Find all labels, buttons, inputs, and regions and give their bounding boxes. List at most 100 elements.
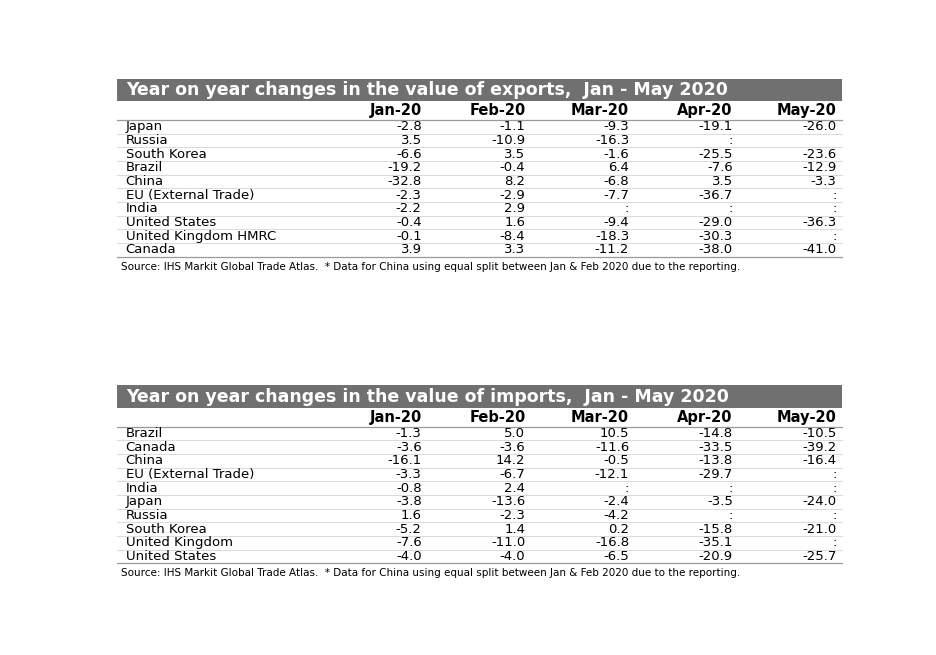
Text: EU (External Trade): EU (External Trade): [125, 189, 254, 202]
Text: Source: IHS Markit Global Trade Atlas.  * Data for China using equal split betwe: Source: IHS Markit Global Trade Atlas. *…: [121, 568, 739, 578]
Text: Russia: Russia: [125, 509, 168, 522]
Text: Russia: Russia: [125, 134, 168, 147]
Text: -1.1: -1.1: [500, 121, 525, 134]
Text: -0.5: -0.5: [604, 455, 629, 467]
Text: -19.1: -19.1: [698, 121, 733, 134]
Text: :: :: [728, 481, 733, 495]
Text: -38.0: -38.0: [699, 243, 733, 256]
Bar: [117, 79, 842, 102]
Text: -23.6: -23.6: [802, 148, 837, 160]
Text: -16.8: -16.8: [595, 536, 629, 549]
Text: Source: IHS Markit Global Trade Atlas.  * Data for China using equal split betwe: Source: IHS Markit Global Trade Atlas. *…: [121, 261, 739, 272]
Text: 1.6: 1.6: [401, 509, 421, 522]
Text: 3.5: 3.5: [711, 175, 733, 188]
Text: -2.3: -2.3: [396, 189, 421, 202]
Text: -10.9: -10.9: [491, 134, 525, 147]
Text: -2.2: -2.2: [396, 202, 421, 215]
Text: 3.3: 3.3: [505, 243, 525, 256]
Text: :: :: [832, 481, 837, 495]
Text: United States: United States: [125, 550, 216, 563]
Text: Brazil: Brazil: [125, 427, 163, 440]
Text: :: :: [832, 468, 837, 481]
Text: -0.8: -0.8: [396, 481, 421, 495]
Text: -2.4: -2.4: [604, 495, 629, 508]
Text: -13.8: -13.8: [698, 455, 733, 467]
Text: -10.5: -10.5: [802, 427, 837, 440]
Text: Canada: Canada: [125, 441, 176, 454]
Text: -32.8: -32.8: [388, 175, 421, 188]
Text: :: :: [832, 202, 837, 215]
Text: -1.3: -1.3: [396, 427, 421, 440]
Text: -26.0: -26.0: [802, 121, 837, 134]
Text: -39.2: -39.2: [802, 441, 837, 454]
Text: -6.5: -6.5: [604, 550, 629, 563]
Text: -11.6: -11.6: [595, 441, 629, 454]
Text: Apr-20: Apr-20: [678, 103, 733, 119]
Text: Feb-20: Feb-20: [469, 410, 525, 425]
Text: :: :: [624, 202, 629, 215]
Text: -33.5: -33.5: [698, 441, 733, 454]
Text: -7.7: -7.7: [604, 189, 629, 202]
Text: -8.4: -8.4: [500, 230, 525, 242]
Text: 2.4: 2.4: [505, 481, 525, 495]
Text: United States: United States: [125, 216, 216, 229]
Text: Jan-20: Jan-20: [370, 103, 421, 119]
Text: -6.7: -6.7: [500, 468, 525, 481]
Text: -7.6: -7.6: [707, 161, 733, 174]
Text: -20.9: -20.9: [699, 550, 733, 563]
Text: United Kingdom HMRC: United Kingdom HMRC: [125, 230, 276, 242]
Text: -21.0: -21.0: [802, 523, 837, 536]
Text: United Kingdom: United Kingdom: [125, 536, 233, 549]
Text: May-20: May-20: [777, 103, 837, 119]
Text: 5.0: 5.0: [505, 427, 525, 440]
Text: EU (External Trade): EU (External Trade): [125, 468, 254, 481]
Text: -3.6: -3.6: [396, 441, 421, 454]
Text: :: :: [728, 202, 733, 215]
Text: -35.1: -35.1: [698, 536, 733, 549]
Text: -0.4: -0.4: [500, 161, 525, 174]
Text: Mar-20: Mar-20: [571, 410, 629, 425]
Text: India: India: [125, 202, 158, 215]
Text: 3.5: 3.5: [505, 148, 525, 160]
Text: -2.8: -2.8: [396, 121, 421, 134]
Text: Japan: Japan: [125, 495, 163, 508]
Text: -24.0: -24.0: [802, 495, 837, 508]
Text: -4.0: -4.0: [500, 550, 525, 563]
Text: Canada: Canada: [125, 243, 176, 256]
Text: Year on year changes in the value of exports,  Jan - May 2020: Year on year changes in the value of exp…: [125, 81, 727, 99]
Text: -16.1: -16.1: [388, 455, 421, 467]
Text: -12.1: -12.1: [594, 468, 629, 481]
Text: 0.2: 0.2: [608, 523, 629, 536]
Text: -25.5: -25.5: [698, 148, 733, 160]
Text: South Korea: South Korea: [125, 148, 207, 160]
Text: -12.9: -12.9: [802, 161, 837, 174]
Text: 1.6: 1.6: [505, 216, 525, 229]
Text: May-20: May-20: [777, 410, 837, 425]
Text: -18.3: -18.3: [595, 230, 629, 242]
Text: -16.4: -16.4: [802, 455, 837, 467]
Text: -2.3: -2.3: [500, 509, 525, 522]
Text: Jan-20: Jan-20: [370, 410, 421, 425]
Text: -15.8: -15.8: [698, 523, 733, 536]
Text: -3.5: -3.5: [707, 495, 733, 508]
Text: -5.2: -5.2: [396, 523, 421, 536]
Text: :: :: [728, 134, 733, 147]
Text: China: China: [125, 455, 164, 467]
Text: :: :: [728, 509, 733, 522]
Text: -0.1: -0.1: [396, 230, 421, 242]
Text: 2.9: 2.9: [505, 202, 525, 215]
Text: 3.9: 3.9: [401, 243, 421, 256]
Text: -19.2: -19.2: [388, 161, 421, 174]
Text: -25.7: -25.7: [802, 550, 837, 563]
Text: -3.6: -3.6: [500, 441, 525, 454]
Text: 6.4: 6.4: [608, 161, 629, 174]
Text: Mar-20: Mar-20: [571, 103, 629, 119]
Text: -4.2: -4.2: [604, 509, 629, 522]
Text: -6.8: -6.8: [604, 175, 629, 188]
Text: South Korea: South Korea: [125, 523, 207, 536]
Text: 1.4: 1.4: [505, 523, 525, 536]
Text: 3.5: 3.5: [401, 134, 421, 147]
Bar: [117, 385, 842, 408]
Text: 8.2: 8.2: [505, 175, 525, 188]
Text: -6.6: -6.6: [396, 148, 421, 160]
